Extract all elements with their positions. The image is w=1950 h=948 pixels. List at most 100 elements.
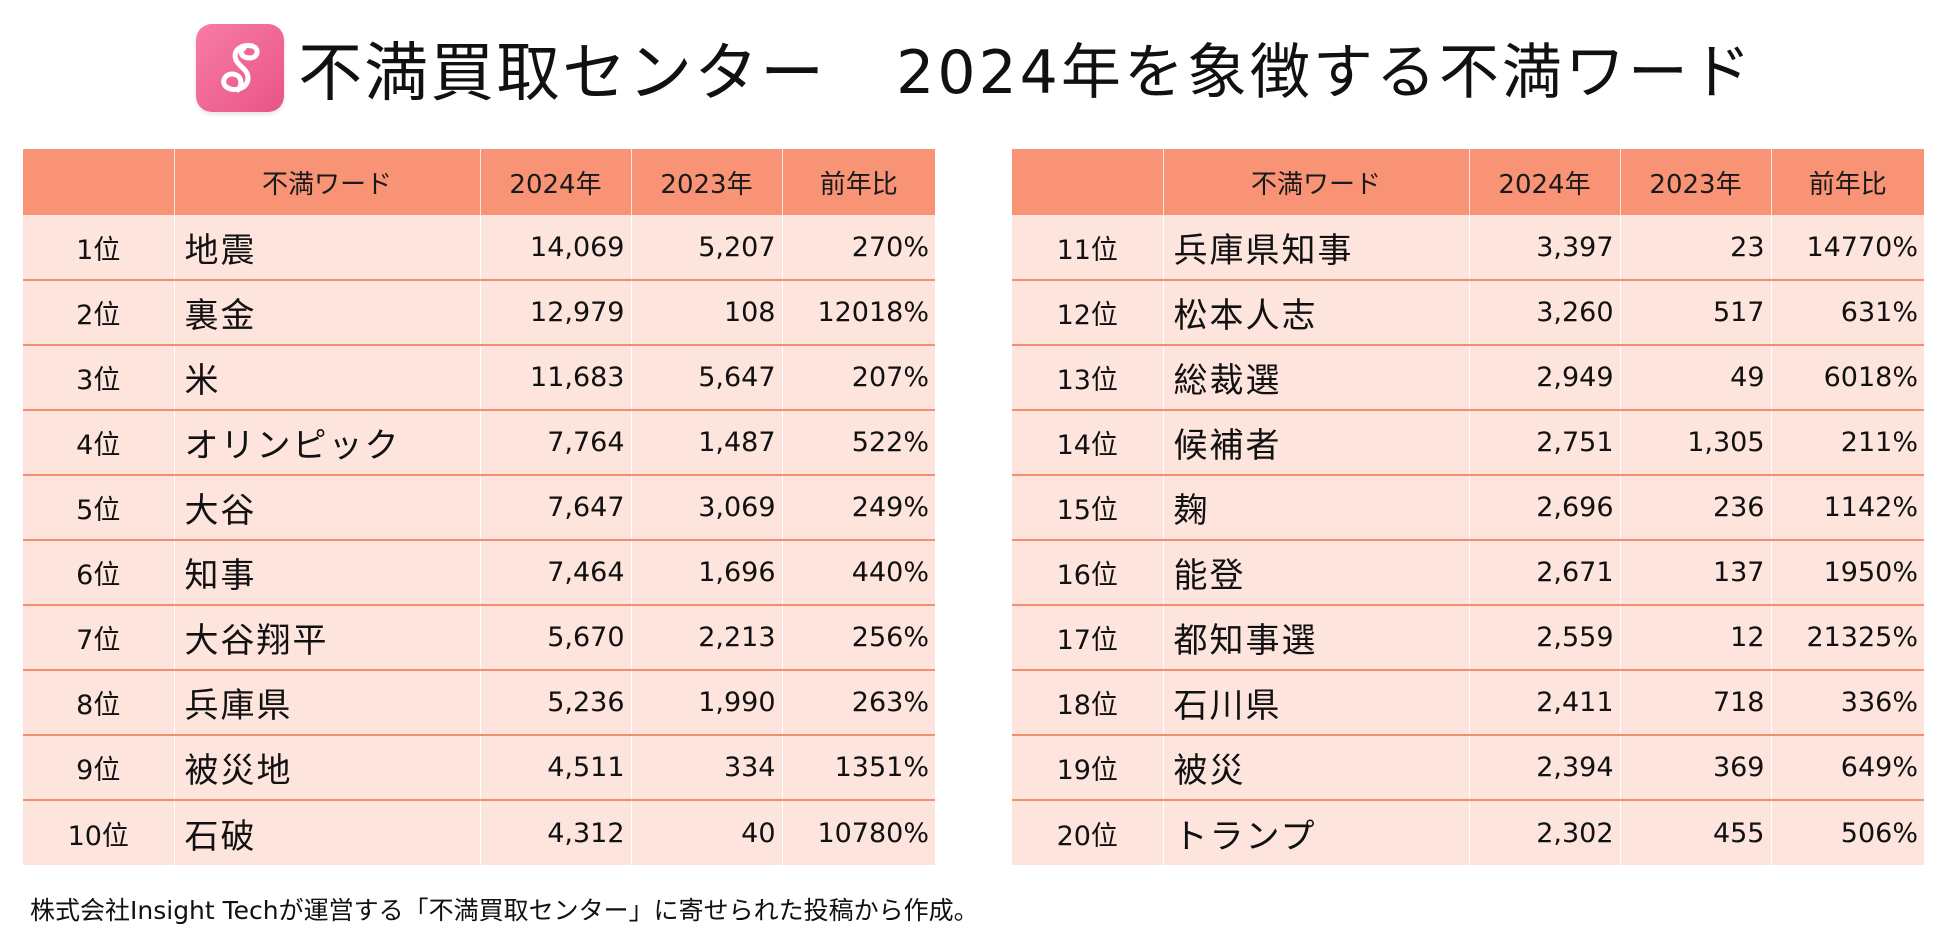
yoy-ratio-cell: 649%: [1771, 734, 1924, 800]
count-2024-cell: 11,683: [480, 344, 632, 410]
yoy-ratio-cell: 631%: [1771, 279, 1924, 345]
yoy-ratio-cell: 336%: [1771, 669, 1924, 735]
count-2023-cell: 49: [1620, 344, 1772, 410]
rank-cell: 19位: [1012, 734, 1164, 800]
count-2024-cell: 3,260: [1469, 279, 1621, 345]
rank-cell: 9位: [23, 734, 175, 800]
table-row: 19位 被災 2,394 369 649%: [1012, 734, 1924, 800]
word-cell: 被災地: [174, 734, 481, 800]
count-2023-cell: 3,069: [631, 474, 783, 540]
count-2024-cell: 14,069: [480, 215, 632, 280]
table-row: 7位 大谷翔平 5,670 2,213 256%: [23, 604, 935, 670]
count-2024-cell: 2,696: [1469, 474, 1621, 540]
word-cell: 石川県: [1163, 669, 1470, 735]
count-2024-column-header: 2024年: [480, 149, 632, 215]
word-cell: 地震: [174, 215, 481, 280]
brand-name: 不満買取センター: [298, 36, 827, 111]
yoy-ratio-cell: 14770%: [1771, 215, 1924, 280]
page-header: 不満買取センター 2024年を象徴する不満ワード: [0, 20, 1950, 115]
rank-cell: 1位: [23, 215, 175, 280]
table-row: 8位 兵庫県 5,236 1,990 263%: [23, 669, 935, 735]
word-cell: トランプ: [1163, 799, 1470, 865]
count-2023-cell: 137: [1620, 539, 1772, 605]
count-2023-column-header: 2023年: [1620, 149, 1772, 215]
table-row: 12位 松本人志 3,260 517 631%: [1012, 279, 1924, 345]
word-column-header: 不満ワード: [174, 149, 481, 215]
rank-cell: 7位: [23, 604, 175, 670]
count-2023-cell: 40: [631, 799, 783, 865]
count-2024-cell: 2,751: [1469, 409, 1621, 475]
table-row: 2位 裏金 12,979 108 12018%: [23, 279, 935, 345]
count-2024-cell: 5,670: [480, 604, 632, 670]
count-2024-cell: 2,411: [1469, 669, 1621, 735]
count-2024-cell: 4,511: [480, 734, 632, 800]
yoy-ratio-cell: 21325%: [1771, 604, 1924, 670]
count-2024-cell: 2,559: [1469, 604, 1621, 670]
source-footnote: 株式会社Insight Techが運営する「不満買取センター」に寄せられた投稿か…: [30, 896, 979, 925]
rank-cell: 8位: [23, 669, 175, 735]
page-title: 2024年を象徴する不満ワード: [896, 38, 1754, 108]
word-cell: オリンピック: [174, 409, 481, 475]
word-cell: 被災: [1163, 734, 1470, 800]
table-row: 13位 総裁選 2,949 49 6018%: [1012, 344, 1924, 410]
rank-cell: 5位: [23, 474, 175, 540]
word-cell: 候補者: [1163, 409, 1470, 475]
table-row: 11位 兵庫県知事 3,397 23 14770%: [1012, 215, 1924, 280]
word-cell: 総裁選: [1163, 344, 1470, 410]
yoy-ratio-cell: 1950%: [1771, 539, 1924, 605]
yoy-ratio-column-header: 前年比: [782, 149, 935, 215]
rank-cell: 3位: [23, 344, 175, 410]
count-2023-cell: 1,487: [631, 409, 783, 475]
table-row: 6位 知事 7,464 1,696 440%: [23, 539, 935, 605]
table-header-row: 不満ワード 2024年 2023年 前年比: [23, 149, 935, 215]
rank-cell: 2位: [23, 279, 175, 345]
rank-cell: 14位: [1012, 409, 1164, 475]
word-cell: 大谷翔平: [174, 604, 481, 670]
count-2023-cell: 236: [1620, 474, 1772, 540]
logo-glyph: [221, 42, 260, 92]
count-2024-cell: 2,949: [1469, 344, 1621, 410]
rank-cell: 15位: [1012, 474, 1164, 540]
yoy-ratio-cell: 522%: [782, 409, 935, 475]
rank-cell: 12位: [1012, 279, 1164, 345]
count-2024-cell: 7,764: [480, 409, 632, 475]
table-row: 17位 都知事選 2,559 12 21325%: [1012, 604, 1924, 670]
table-row: 10位 石破 4,312 40 10780%: [23, 799, 935, 865]
yoy-ratio-cell: 263%: [782, 669, 935, 735]
word-cell: 知事: [174, 539, 481, 605]
count-2023-cell: 1,305: [1620, 409, 1772, 475]
rank-cell: 6位: [23, 539, 175, 605]
table-header-row: 不満ワード 2024年 2023年 前年比: [1012, 149, 1924, 215]
word-cell: 大谷: [174, 474, 481, 540]
rank-cell: 16位: [1012, 539, 1164, 605]
count-2024-column-header: 2024年: [1469, 149, 1621, 215]
count-2023-cell: 517: [1620, 279, 1772, 345]
table-row: 9位 被災地 4,511 334 1351%: [23, 734, 935, 800]
count-2024-cell: 4,312: [480, 799, 632, 865]
count-2023-cell: 108: [631, 279, 783, 345]
count-2024-cell: 12,979: [480, 279, 632, 345]
count-2023-cell: 334: [631, 734, 783, 800]
word-column-header: 不満ワード: [1163, 149, 1470, 215]
yoy-ratio-cell: 207%: [782, 344, 935, 410]
count-2023-cell: 1,990: [631, 669, 783, 735]
count-2024-cell: 7,647: [480, 474, 632, 540]
yoy-ratio-cell: 10780%: [782, 799, 935, 865]
yoy-ratio-cell: 249%: [782, 474, 935, 540]
yoy-ratio-cell: 1142%: [1771, 474, 1924, 540]
count-2024-cell: 2,394: [1469, 734, 1621, 800]
table-row: 20位 トランプ 2,302 455 506%: [1012, 799, 1924, 865]
count-2023-cell: 1,696: [631, 539, 783, 605]
table-row: 16位 能登 2,671 137 1950%: [1012, 539, 1924, 605]
count-2024-cell: 2,671: [1469, 539, 1621, 605]
word-cell: 裏金: [174, 279, 481, 345]
table-row: 3位米 11,683 5,647 207%: [23, 344, 935, 410]
rank-column-header: [1012, 149, 1164, 215]
rank-cell: 20位: [1012, 799, 1164, 865]
yoy-ratio-cell: 6018%: [1771, 344, 1924, 410]
count-2023-cell: 2,213: [631, 604, 783, 670]
word-cell: 石破: [174, 799, 481, 865]
yoy-ratio-cell: 12018%: [782, 279, 935, 345]
count-2023-cell: 5,647: [631, 344, 783, 410]
count-2024-cell: 7,464: [480, 539, 632, 605]
